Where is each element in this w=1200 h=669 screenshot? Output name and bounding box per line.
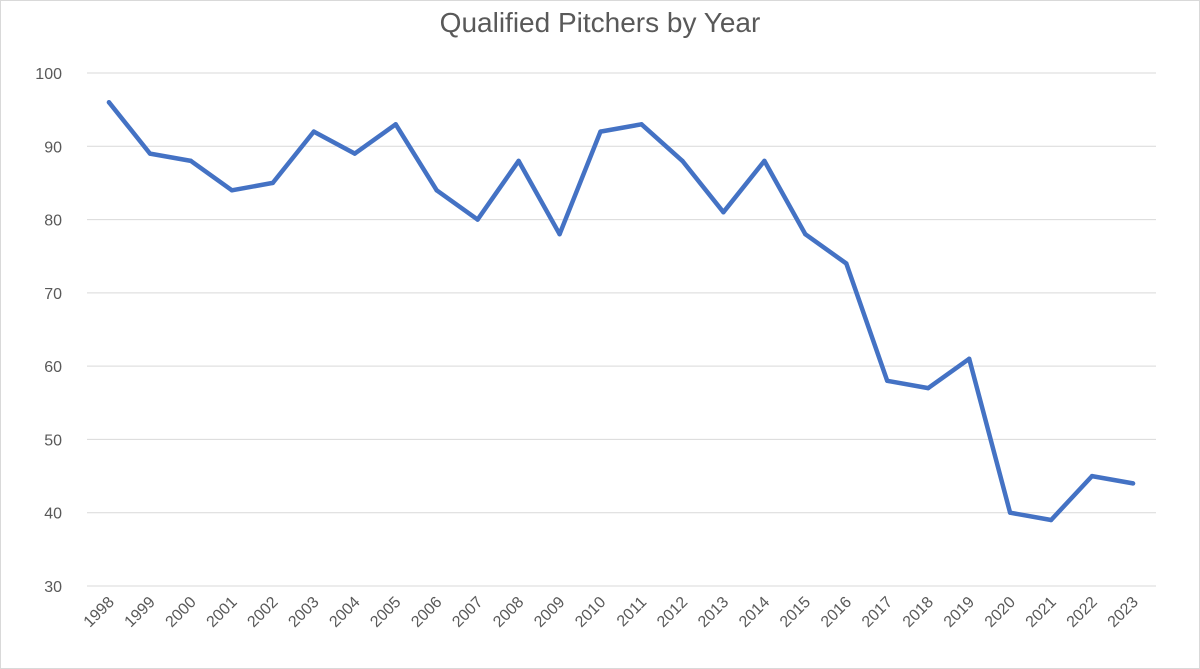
x-tick-label: 2015 [777,594,814,631]
data-point [188,158,194,164]
x-tick-label: 2022 [1064,594,1101,631]
data-point [270,180,276,186]
y-tick-label: 30 [44,579,62,596]
data-point [1089,473,1095,479]
x-tick-label: 2016 [818,594,855,631]
series-layer [106,100,1136,523]
data-point [639,122,644,127]
y-tick-label: 90 [44,139,62,156]
x-tick-label: 2007 [449,594,486,631]
y-tick-label: 50 [44,432,62,449]
x-tick-label: 2020 [982,594,1019,631]
data-point [311,129,316,134]
x-tick-label: 2019 [941,594,978,631]
x-tick-label: 1998 [81,594,118,631]
y-tick-label: 80 [44,213,62,230]
data-point [516,158,521,164]
data-point [762,158,767,164]
x-tick-label: 2021 [1023,594,1060,631]
data-point [966,356,972,362]
series-line [106,100,1136,523]
data-point [475,217,480,222]
data-point [803,232,808,237]
data-point [844,261,849,266]
data-point [557,232,562,237]
data-point [1048,517,1054,523]
x-tick-label: 2011 [614,594,650,630]
data-point [885,378,890,383]
chart-title: Qualified Pitchers by Year [439,7,761,38]
y-tick-label: 60 [44,359,62,376]
data-point [434,188,439,193]
data-point [229,188,235,193]
x-tick-label: 2023 [1105,594,1142,631]
y-tick-label: 100 [35,66,62,83]
data-point [721,210,726,215]
data-point [106,100,112,105]
x-tick-label: 2003 [285,594,322,631]
x-tick-label: 2017 [859,594,896,631]
y-axis-ticks: 30 40 50 60 70 80 90 100 [35,66,62,596]
x-tick-label: 2008 [490,594,527,631]
x-tick-label: 2006 [408,594,445,631]
data-point [393,122,398,127]
x-tick-label: 2013 [695,594,732,631]
x-tick-label: 2014 [736,594,773,631]
data-point [1130,481,1136,486]
x-tick-label: 2000 [163,594,200,631]
gridlines [87,72,1156,587]
data-point [926,385,931,391]
x-tick-label: 2010 [572,594,609,631]
data-point [352,151,357,156]
x-tick-label: 2001 [204,594,241,631]
data-point [147,151,153,156]
x-tick-label: 2018 [900,594,937,631]
data-point [598,129,603,134]
x-axis-ticks: 1998 1999 2000 2001 2002 2003 2004 2005 2006 2007… [81,594,1142,631]
x-tick-label: 1999 [122,594,159,631]
x-tick-label: 2009 [531,594,568,631]
x-tick-label: 2012 [654,594,691,631]
data-point [680,158,685,164]
y-tick-label: 40 [44,506,62,523]
x-tick-label: 2002 [244,594,281,631]
x-tick-label: 2004 [326,594,363,631]
x-tick-label: 2005 [367,594,404,631]
data-point [1007,510,1013,515]
y-tick-label: 70 [44,286,62,303]
